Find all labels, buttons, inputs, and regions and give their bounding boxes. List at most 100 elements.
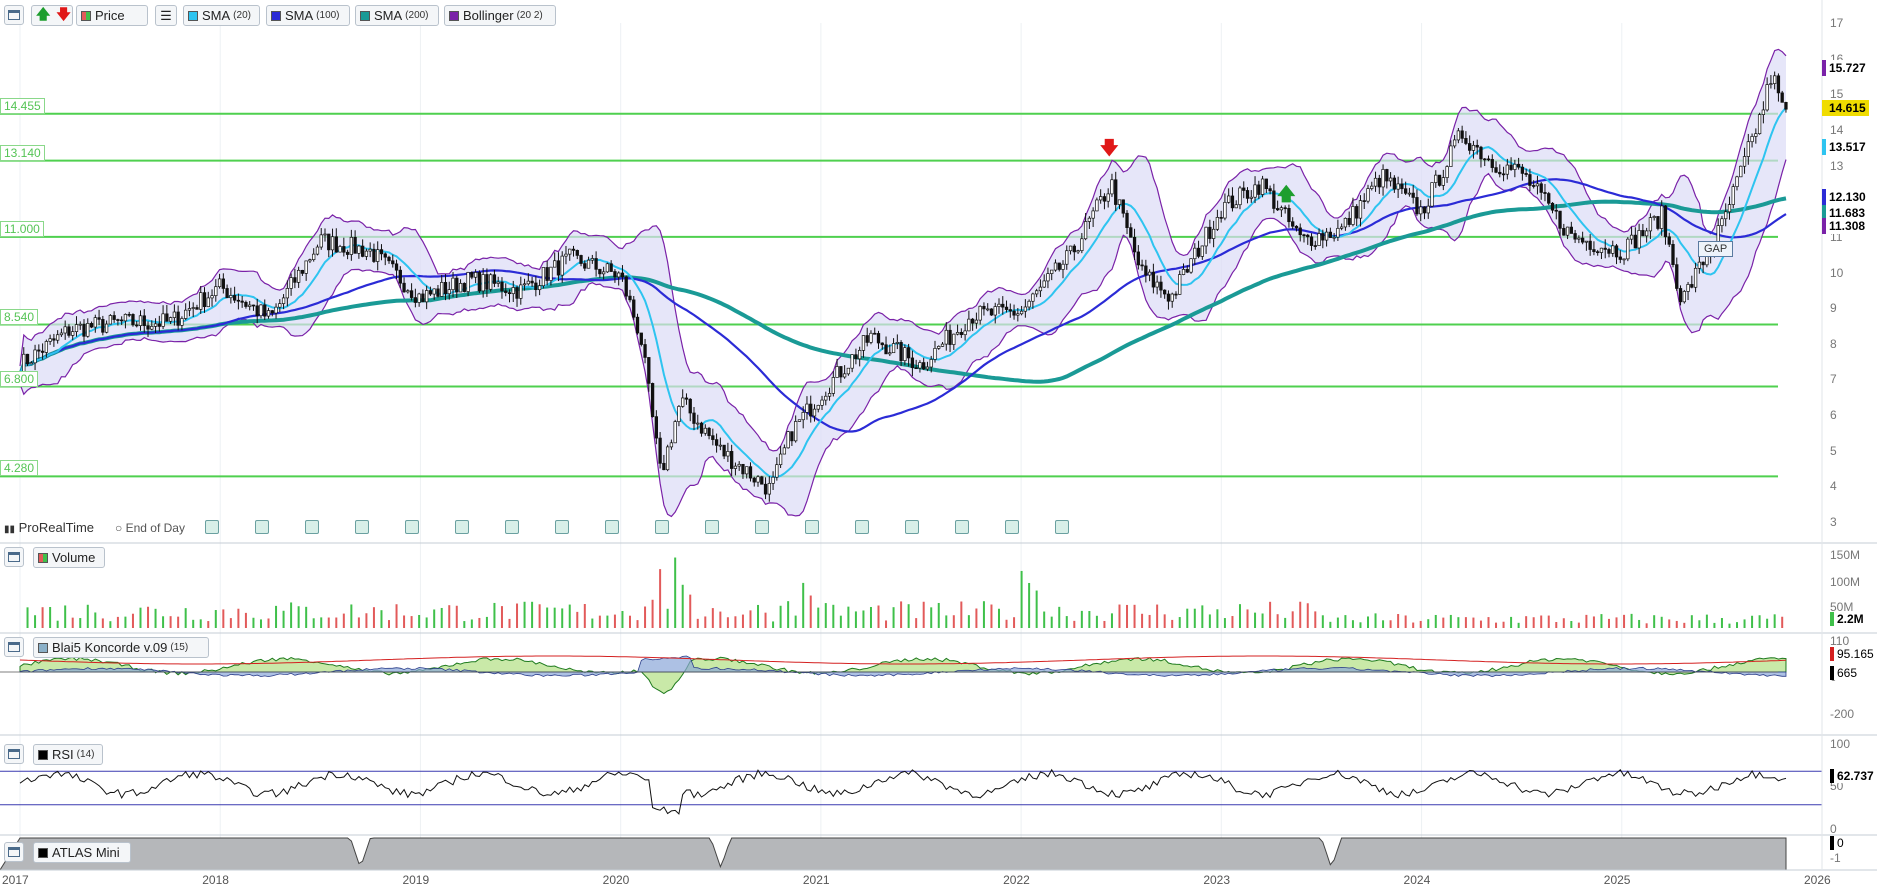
candle-body — [285, 288, 289, 299]
candle-body — [67, 326, 71, 336]
volume-bar — [1171, 619, 1174, 628]
volume-bar — [342, 613, 345, 628]
event-marker-icon[interactable] — [855, 520, 869, 534]
volume-bar — [1284, 617, 1287, 628]
event-marker-icon[interactable] — [355, 520, 369, 534]
event-marker-icon[interactable] — [1005, 520, 1019, 534]
event-marker-icon[interactable] — [255, 520, 269, 534]
volume-bar — [930, 607, 933, 628]
atlas-window-icon[interactable] — [4, 842, 24, 862]
rsi-window-icon[interactable] — [4, 744, 24, 764]
candle-body — [150, 326, 154, 330]
candle-body — [436, 288, 440, 297]
volume-bar — [101, 618, 104, 628]
event-marker-icon[interactable] — [805, 520, 819, 534]
candle-body — [993, 306, 997, 316]
event-marker-icon[interactable] — [955, 520, 969, 534]
candle-body — [891, 343, 896, 354]
volume-bar — [365, 613, 368, 628]
candle-body — [1080, 238, 1084, 251]
volume-bar — [832, 604, 835, 628]
indicator-sma20-button[interactable]: SMA (20) — [183, 5, 260, 26]
candle-body — [1746, 141, 1750, 157]
gap-annotation[interactable]: GAP — [1698, 241, 1734, 257]
volume-bar — [621, 610, 624, 628]
event-marker-icon[interactable] — [505, 520, 519, 534]
candle-body — [489, 274, 493, 290]
indicator-sma100-button[interactable]: SMA (100) — [266, 5, 350, 26]
candle-body — [952, 333, 956, 345]
event-marker-icon[interactable] — [455, 520, 469, 534]
price-button[interactable]: Price — [76, 5, 148, 26]
event-marker-icon[interactable] — [655, 520, 669, 534]
candle-body — [1611, 245, 1615, 254]
candle-body — [601, 271, 606, 275]
indicator-list-button[interactable]: ☰ — [155, 5, 177, 26]
candle-body — [929, 359, 933, 368]
volume-window-icon[interactable] — [4, 547, 24, 567]
volume-bar — [1110, 613, 1113, 628]
atlas-indicator-button[interactable]: ATLAS Mini — [33, 842, 131, 863]
event-marker-icon[interactable] — [555, 520, 569, 534]
candle-body — [1377, 177, 1381, 188]
candle-body — [583, 263, 587, 269]
candle-body — [1407, 192, 1412, 195]
buy-signal-icon[interactable]: 🡅 — [1277, 184, 1296, 204]
koncorde-red-line — [19, 655, 1787, 665]
sma200-line — [18, 196, 1787, 384]
sell-signal-icon[interactable]: 🡇 — [1100, 138, 1119, 158]
window-icon[interactable] — [4, 5, 24, 25]
event-marker-icon[interactable] — [405, 520, 419, 534]
volume-bar — [1547, 615, 1550, 628]
trend-arrows-button[interactable]: 🡅 🡇 — [31, 5, 73, 26]
candle-body — [1166, 293, 1171, 302]
candle-body — [240, 300, 244, 303]
candle-body — [304, 260, 308, 274]
event-marker-icon[interactable] — [305, 520, 319, 534]
candle-body — [1215, 217, 1220, 230]
candle-body — [1501, 173, 1506, 176]
candle-body — [432, 288, 436, 295]
candle-body — [1068, 245, 1073, 252]
event-marker-icon[interactable] — [755, 520, 769, 534]
candle-body — [895, 342, 899, 344]
volume-indicator-button[interactable]: Volume — [33, 547, 105, 568]
volume-bar — [1269, 601, 1272, 628]
volume-bar — [26, 607, 29, 628]
candle-body — [914, 367, 918, 370]
candle-body — [647, 357, 651, 384]
candle-body — [918, 362, 922, 369]
candle-body — [56, 334, 60, 341]
candle-body — [1754, 133, 1758, 137]
event-marker-icon[interactable] — [205, 520, 219, 534]
candle-body — [1434, 174, 1438, 183]
candle-body — [537, 285, 542, 291]
event-marker-icon[interactable] — [705, 520, 719, 534]
koncorde-window-icon[interactable] — [4, 637, 24, 657]
candle-body — [1001, 303, 1005, 308]
event-marker-icon[interactable] — [1055, 520, 1069, 534]
candle-body — [1490, 159, 1494, 168]
candle-body — [556, 260, 561, 276]
volume-bar — [147, 606, 150, 628]
candle-body — [978, 305, 982, 321]
volume-bar — [1254, 612, 1257, 628]
indicator-bollinger-button[interactable]: Bollinger (20 2) — [444, 5, 556, 26]
indicator-sma200-button[interactable]: SMA (200) — [355, 5, 439, 26]
volume-bar — [583, 604, 586, 628]
volume-bar — [199, 619, 202, 628]
volume-bar — [493, 602, 496, 628]
candle-body — [274, 306, 278, 314]
price-axis-label: 15 — [1830, 87, 1844, 102]
candle-body — [1720, 218, 1724, 226]
event-marker-icon[interactable] — [905, 520, 919, 534]
event-marker-icon[interactable] — [605, 520, 619, 534]
candle-body — [1769, 83, 1773, 85]
end-of-day-toggle[interactable]: ○ End of Day — [115, 521, 185, 535]
rsi-indicator-button[interactable]: RSI (14) — [33, 744, 103, 765]
candle-body — [989, 308, 994, 316]
candle-body — [906, 347, 911, 359]
koncorde-indicator-button[interactable]: Blai5 Koncorde v.09 (15) — [33, 637, 209, 658]
volume-bar — [335, 617, 338, 628]
